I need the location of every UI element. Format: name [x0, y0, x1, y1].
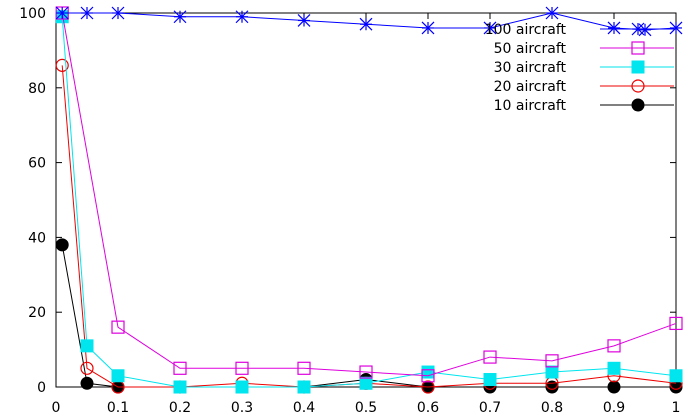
y-tick-label: 0: [37, 380, 46, 396]
x-tick-label: 0.7: [479, 400, 501, 416]
data-point: [421, 369, 435, 383]
series-0: [55, 6, 683, 37]
data-point: [421, 380, 435, 394]
data-point: [80, 6, 94, 20]
legend-marker: [631, 41, 645, 55]
data-point: [669, 369, 683, 383]
data-point: [359, 376, 373, 390]
data-point: [638, 23, 652, 37]
data-point: [297, 361, 311, 375]
data-point: [111, 320, 125, 334]
data-point: [545, 354, 559, 368]
y-tick-label: 80: [28, 81, 46, 97]
data-point: [297, 380, 311, 394]
x-axis: 0 0.1 0.2 0.3 0.4 0.5 0.6 0.7 0.8 0.9 1: [52, 13, 681, 416]
x-tick-label: 0.2: [169, 400, 191, 416]
data-point: [545, 380, 559, 394]
legend-entry-0: 100 aircraft: [485, 22, 674, 38]
legend-entry-2: 30 aircraft: [494, 60, 674, 76]
x-tick-label: 0.4: [293, 400, 315, 416]
legend-label: 30 aircraft: [494, 60, 567, 76]
legend-label: 10 aircraft: [494, 98, 567, 114]
legend-marker: [631, 79, 645, 93]
legend-marker: [631, 22, 645, 36]
data-point: [173, 10, 187, 24]
x-tick-label: 0: [52, 400, 61, 416]
data-point: [545, 6, 559, 20]
data-point: [80, 376, 94, 390]
data-point: [297, 14, 311, 27]
data-point: [173, 361, 187, 375]
y-axis: 0 20 40 60 80 100: [19, 6, 676, 396]
data-point: [545, 365, 559, 379]
data-point: [669, 21, 683, 35]
series-1: [55, 6, 683, 383]
y-tick-label: 60: [28, 156, 46, 172]
x-tick-label: 0.1: [107, 400, 129, 416]
data-point: [235, 10, 249, 24]
x-tick-label: 0.9: [603, 400, 625, 416]
data-point: [359, 17, 373, 31]
x-tick-label: 0.6: [417, 400, 439, 416]
data-point: [607, 339, 621, 353]
data-point: [607, 380, 621, 394]
plot-border: [55, 12, 677, 388]
series-3: [55, 58, 683, 394]
series-line: [61, 12, 677, 377]
x-tick-label: 0.5: [355, 400, 377, 416]
series-layer: [55, 6, 683, 394]
data-point: [421, 21, 435, 35]
data-point: [235, 380, 249, 394]
y-tick-label: 20: [28, 305, 46, 321]
data-point: [483, 21, 497, 35]
data-point: [111, 369, 125, 383]
y-tick-label: 100: [19, 6, 46, 22]
data-point: [607, 21, 621, 35]
legend-label: 100 aircraft: [485, 22, 567, 38]
series-line: [61, 65, 677, 388]
data-point: [55, 6, 69, 20]
x-tick-label: 0.3: [231, 400, 253, 416]
data-point: [55, 238, 69, 252]
legend-entry-3: 20 aircraft: [494, 79, 674, 95]
data-point: [235, 361, 249, 375]
data-point: [483, 350, 497, 364]
legend-entry-4: 10 aircraft: [494, 98, 674, 114]
series-line: [61, 16, 677, 388]
legend-label: 20 aircraft: [494, 79, 567, 95]
data-point: [359, 365, 373, 379]
data-point: [111, 6, 125, 20]
data-point: [80, 339, 94, 353]
x-tick-label: 0.8: [541, 400, 563, 416]
data-point: [55, 58, 69, 72]
legend-entry-1: 50 aircraft: [494, 41, 674, 57]
legend: 100 aircraft 50 aircraft 30 aircraft 20 air…: [485, 22, 674, 114]
series-2: [55, 10, 683, 394]
data-point: [607, 361, 621, 375]
data-point: [483, 373, 497, 387]
legend-marker: [631, 98, 645, 112]
data-point: [173, 380, 187, 394]
legend-marker: [631, 60, 645, 74]
legend-label: 50 aircraft: [494, 41, 567, 57]
data-point: [669, 316, 683, 331]
x-tick-label: 1: [672, 400, 681, 416]
data-point: [80, 361, 94, 375]
y-tick-label: 40: [28, 230, 46, 246]
plot-frame: [55, 12, 677, 388]
